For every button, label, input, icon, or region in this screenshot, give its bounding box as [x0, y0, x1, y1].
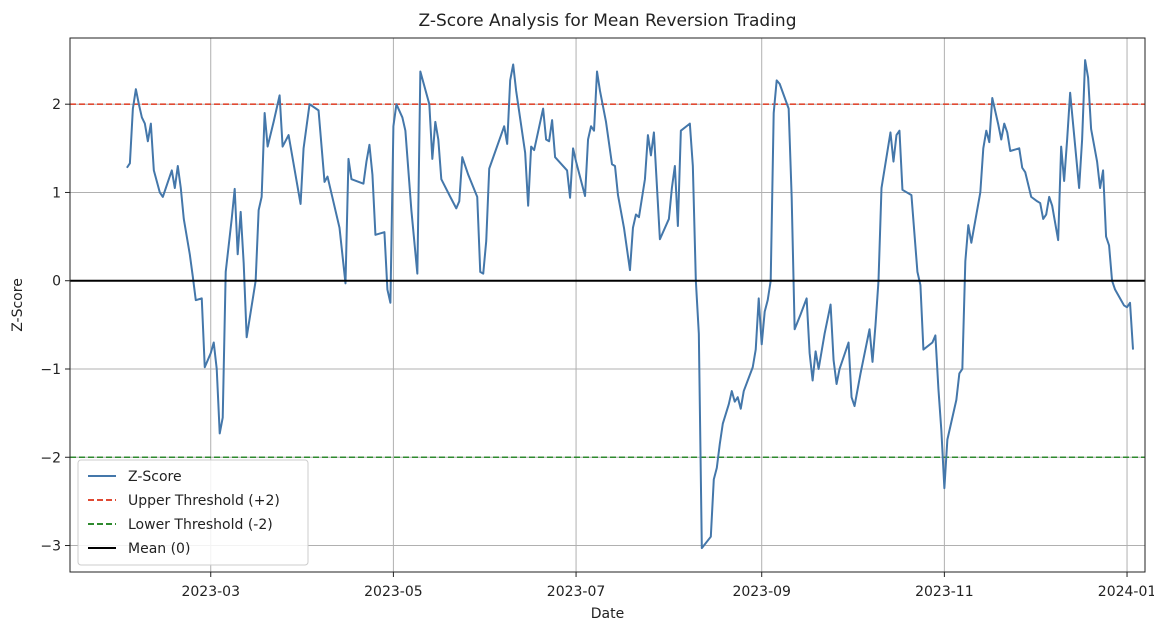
chart-title: Z-Score Analysis for Mean Reversion Trad… — [419, 11, 797, 31]
legend-box — [77, 459, 309, 566]
y-tick-label: −3 — [40, 539, 61, 555]
legend-label-lower-threshold-2: Lower Threshold (-2) — [128, 517, 273, 533]
y-tick-label: −2 — [40, 450, 61, 466]
x-axis-ticks: 2023-03 2023-05 2023-07 2023-09 2023-11 2024-… — [181, 572, 1154, 600]
threshold-lines — [70, 103, 1145, 459]
y-tick-label: −1 — [40, 362, 61, 378]
y-tick-label: 0 — [52, 274, 61, 290]
legend: Z-Score Upper Threshold (+2) Lower Thresho… — [77, 459, 309, 566]
y-tick-label: 2 — [52, 97, 61, 113]
x-tick-label: 2023-03 — [181, 584, 240, 600]
y-axis-ticks: −3 −2 −1 0 1 2 — [40, 97, 70, 555]
x-tick-label: 2023-07 — [547, 584, 606, 600]
x-tick-label: 2023-05 — [364, 584, 423, 600]
legend-label-upper-threshold-2: Upper Threshold (+2) — [128, 493, 280, 509]
x-tick-label: 2023-11 — [915, 584, 974, 600]
x-axis-label: Date — [591, 606, 624, 622]
x-tick-label: 2024-01 — [1098, 584, 1154, 600]
series-layer — [70, 59, 1145, 550]
legend-label-mean-0: Mean (0) — [128, 541, 190, 557]
y-axis-label: Z-Score — [10, 278, 26, 332]
z-score-series-line — [126, 59, 1135, 550]
y-tick-label: 1 — [52, 185, 61, 201]
plot-area-frame — [69, 37, 1146, 573]
x-tick-label: 2023-09 — [732, 584, 791, 600]
legend-label-z-score: Z-Score — [128, 469, 182, 485]
